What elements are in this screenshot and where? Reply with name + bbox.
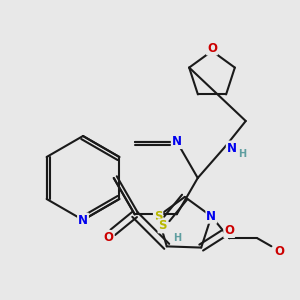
Text: N: N [206, 210, 216, 223]
Text: S: S [154, 210, 162, 223]
Text: N: N [227, 142, 237, 154]
Text: N: N [78, 214, 88, 226]
Text: O: O [224, 224, 234, 237]
Text: S: S [158, 219, 167, 232]
Text: N: N [172, 135, 182, 148]
Text: H: H [238, 149, 246, 159]
Text: O: O [104, 231, 114, 244]
Text: H: H [173, 233, 181, 243]
Text: O: O [207, 41, 217, 55]
Text: O: O [274, 245, 284, 258]
